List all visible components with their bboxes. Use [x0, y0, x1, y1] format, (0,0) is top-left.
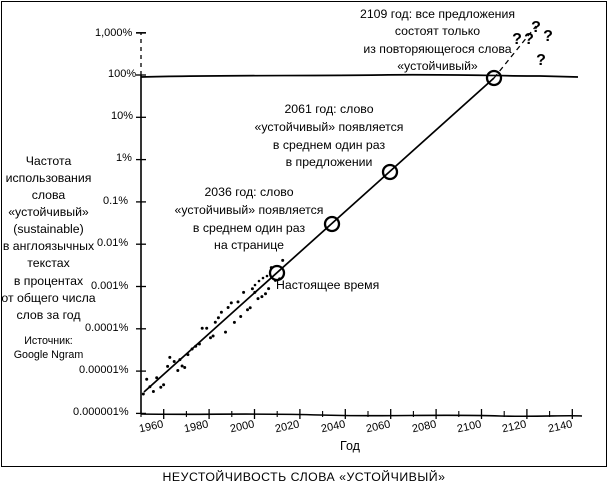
svg-text:?: ? [543, 28, 553, 45]
